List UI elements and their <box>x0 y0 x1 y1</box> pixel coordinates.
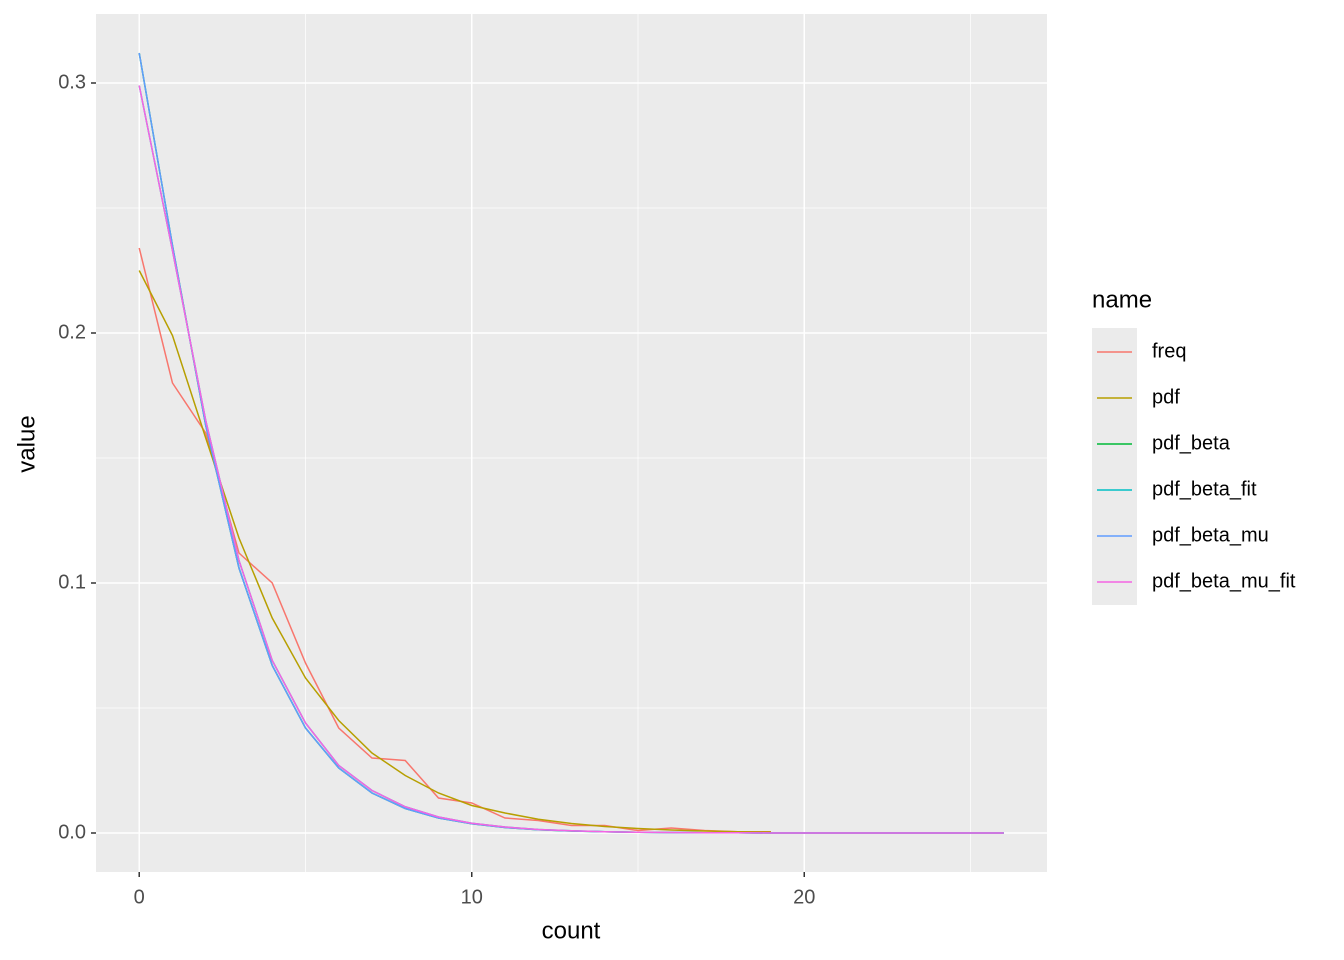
legend-key-bg <box>1092 328 1137 605</box>
y-tick-label: 0.3 <box>58 71 86 93</box>
x-tick-label: 0 <box>134 886 145 908</box>
legend-label: freq <box>1152 340 1186 362</box>
legend-label: pdf <box>1152 386 1180 408</box>
x-axis-title: count <box>542 917 601 944</box>
series-line <box>138 85 1004 834</box>
x-tick-label: 20 <box>793 886 815 908</box>
legend-label: pdf_beta_fit <box>1152 478 1257 500</box>
y-tick-label: 0.2 <box>58 321 86 343</box>
panel <box>96 14 1047 872</box>
y-tick-label: 0.1 <box>58 571 86 593</box>
legend-label: pdf_beta <box>1152 432 1231 454</box>
x-tick-label: 10 <box>461 886 483 908</box>
series-line <box>138 270 772 833</box>
y-tick-label: 0.0 <box>58 821 86 843</box>
series-line <box>138 247 772 833</box>
y-axis-title: value <box>13 415 40 472</box>
legend-label: pdf_beta_mu <box>1152 524 1269 546</box>
legend-label: pdf_beta_mu_fit <box>1152 570 1296 592</box>
legend-title: name <box>1092 286 1152 313</box>
